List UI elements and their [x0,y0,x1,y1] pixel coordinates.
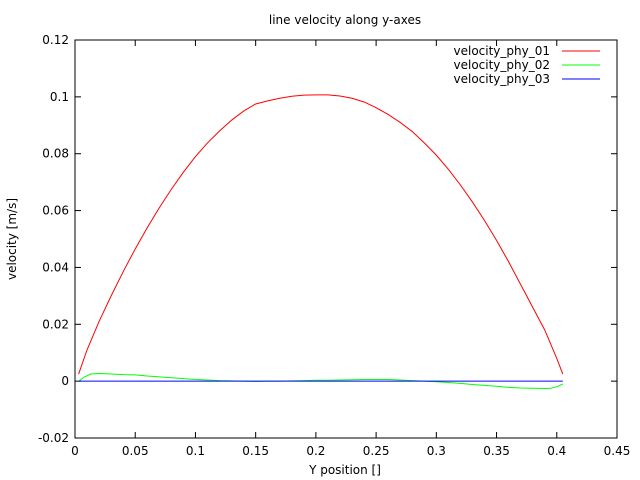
y-tick-label: 0.06 [42,204,69,218]
x-tick-label: 0.3 [427,444,446,458]
y-tick-label: 0 [61,374,69,388]
axis-ticks: 0 0.05 0.1 0.15 0.2 0.25 0.3 0.35 0.4 0.45-0.0200… [38,33,630,458]
legend: velocity_phy_01velocity_phy_02velocity_p… [454,44,600,86]
chart-title: line velocity along y-axes [269,13,421,27]
series-line-1 [78,94,564,375]
legend-label-3: velocity_phy_03 [454,72,551,86]
y-tick-label: 0.02 [42,317,69,331]
y-tick-label: 0.08 [42,147,69,161]
series-line-2 [78,372,564,390]
x-tick-label: 0.15 [242,444,269,458]
y-tick-label: 0.04 [42,260,69,274]
x-tick-label: 0.25 [363,444,390,458]
x-tick-label: 0.4 [547,444,566,458]
x-axis-title: Y position [] [308,463,381,477]
x-tick-label: 0.1 [186,444,205,458]
y-axis-title: velocity [m/s] [5,198,19,280]
x-tick-label: 0.05 [122,444,149,458]
plot-frame [74,39,618,439]
legend-label-1: velocity_phy_01 [454,44,551,58]
x-tick-label: 0 [71,444,79,458]
legend-label-2: velocity_phy_02 [454,58,551,72]
series-layer [78,94,564,390]
y-tick-label: 0.1 [50,90,69,104]
x-tick-label: 0.35 [483,444,510,458]
y-tick-label: -0.02 [38,431,69,445]
x-tick-label: 0.45 [604,444,631,458]
x-tick-label: 0.2 [306,444,325,458]
y-tick-label: 0.12 [42,33,69,47]
